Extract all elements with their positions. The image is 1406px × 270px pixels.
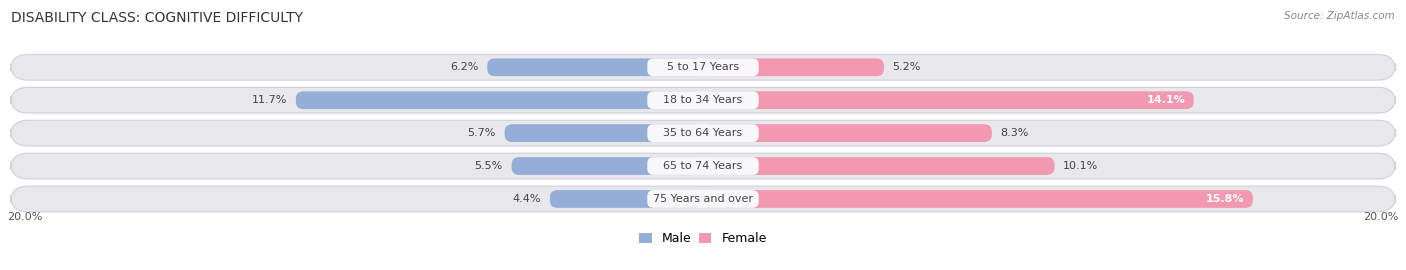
FancyBboxPatch shape — [512, 157, 703, 175]
Text: 5.2%: 5.2% — [893, 62, 921, 72]
Text: 18 to 34 Years: 18 to 34 Years — [664, 95, 742, 105]
FancyBboxPatch shape — [10, 153, 1396, 179]
FancyBboxPatch shape — [550, 190, 703, 208]
Text: 5.7%: 5.7% — [468, 128, 496, 138]
Text: 65 to 74 Years: 65 to 74 Years — [664, 161, 742, 171]
FancyBboxPatch shape — [505, 124, 703, 142]
Text: 5.5%: 5.5% — [475, 161, 503, 171]
FancyBboxPatch shape — [10, 186, 1396, 212]
FancyBboxPatch shape — [647, 58, 759, 76]
Legend: Male, Female: Male, Female — [634, 227, 772, 251]
FancyBboxPatch shape — [647, 190, 759, 208]
Text: Source: ZipAtlas.com: Source: ZipAtlas.com — [1284, 11, 1395, 21]
FancyBboxPatch shape — [295, 91, 703, 109]
Text: 6.2%: 6.2% — [450, 62, 478, 72]
Text: 5 to 17 Years: 5 to 17 Years — [666, 62, 740, 72]
FancyBboxPatch shape — [647, 124, 759, 142]
Text: 10.1%: 10.1% — [1063, 161, 1098, 171]
FancyBboxPatch shape — [703, 91, 1194, 109]
FancyBboxPatch shape — [10, 120, 1396, 146]
FancyBboxPatch shape — [10, 55, 1396, 80]
Text: 4.4%: 4.4% — [513, 194, 541, 204]
Text: 8.3%: 8.3% — [1001, 128, 1029, 138]
FancyBboxPatch shape — [647, 157, 759, 175]
Text: 14.1%: 14.1% — [1146, 95, 1185, 105]
Text: 11.7%: 11.7% — [252, 95, 287, 105]
FancyBboxPatch shape — [488, 58, 703, 76]
FancyBboxPatch shape — [10, 87, 1396, 113]
Text: DISABILITY CLASS: COGNITIVE DIFFICULTY: DISABILITY CLASS: COGNITIVE DIFFICULTY — [11, 11, 304, 25]
FancyBboxPatch shape — [703, 190, 1253, 208]
Text: 35 to 64 Years: 35 to 64 Years — [664, 128, 742, 138]
Text: 75 Years and over: 75 Years and over — [652, 194, 754, 204]
FancyBboxPatch shape — [703, 58, 884, 76]
FancyBboxPatch shape — [703, 157, 1054, 175]
FancyBboxPatch shape — [703, 124, 991, 142]
FancyBboxPatch shape — [647, 91, 759, 109]
Text: 20.0%: 20.0% — [7, 212, 42, 222]
Text: 15.8%: 15.8% — [1205, 194, 1244, 204]
Text: 20.0%: 20.0% — [1364, 212, 1399, 222]
